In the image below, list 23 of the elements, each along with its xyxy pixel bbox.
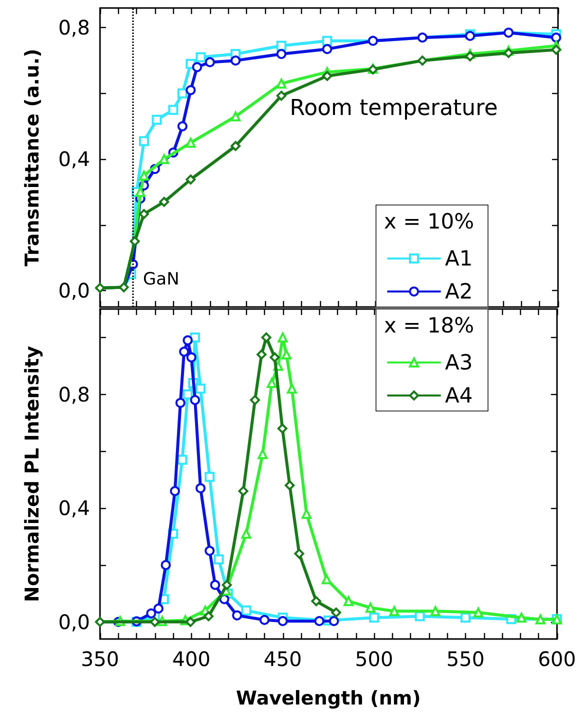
y-axis-title: Normalized PL Intensity <box>22 345 44 602</box>
x-tick-label: 450 <box>264 647 302 671</box>
x-tick-label: 550 <box>446 647 485 671</box>
x-tick-label: 400 <box>172 647 210 671</box>
legend-title: x = 18% <box>384 314 474 338</box>
y-tick-label: 0,8 <box>58 16 90 40</box>
legend-label: A4 <box>445 384 473 408</box>
legend-label: A3 <box>445 350 473 374</box>
x-tick-label: 600 <box>538 647 576 671</box>
y-tick-label: 0,4 <box>58 496 90 520</box>
y-tick-label: 0,8 <box>58 382 90 406</box>
legend-title: x = 10% <box>384 210 474 234</box>
y-tick-label: 0,0 <box>58 610 90 634</box>
y-tick-label: 0,4 <box>58 147 90 172</box>
legend-label: A2 <box>445 280 473 304</box>
legend-label: A1 <box>445 246 473 270</box>
annotation: Room temperature <box>290 96 498 122</box>
x-tick-label: 350 <box>80 647 120 671</box>
x-axis-title: Wavelength (nm) <box>236 688 421 710</box>
x-tick-label: 500 <box>355 647 394 671</box>
y-axis-title: Transmittance (a.u.) <box>22 48 44 266</box>
ref-line-label: GaN <box>142 270 180 290</box>
y-tick-label: 0,0 <box>58 278 90 303</box>
